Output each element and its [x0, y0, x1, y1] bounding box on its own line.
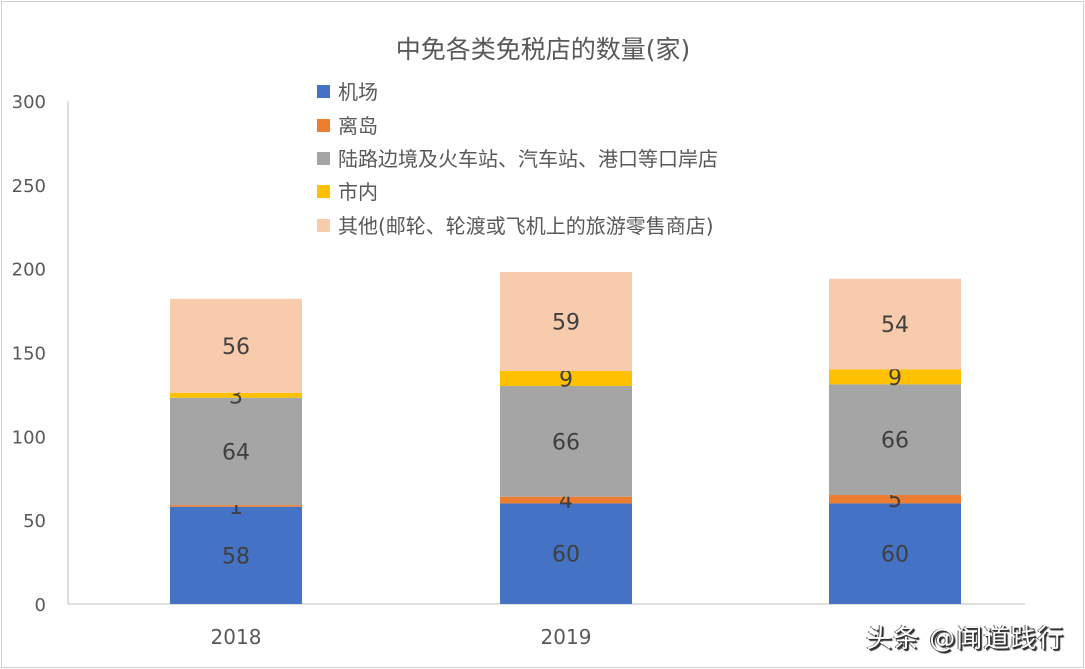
data-label: 66 — [881, 429, 909, 454]
y-tick-label: 100 — [12, 427, 46, 448]
data-label: 54 — [881, 313, 909, 338]
bar-segment — [829, 369, 961, 385]
y-tick-label: 50 — [23, 511, 46, 532]
y-tick-label: 250 — [12, 176, 46, 197]
legend-swatch — [317, 185, 330, 198]
data-label: 58 — [222, 544, 250, 569]
data-label: 64 — [222, 440, 250, 465]
bar-segment — [170, 392, 302, 398]
legend-swatch — [317, 85, 330, 98]
x-tick-label: 2019 — [541, 625, 592, 649]
data-label: 9 — [559, 367, 573, 392]
bar-segment — [829, 495, 961, 504]
bar-segment — [170, 505, 302, 507]
data-label: 66 — [552, 430, 580, 455]
bar-segment — [170, 298, 302, 393]
x-tick-label: 2018 — [211, 625, 262, 649]
legend-swatch — [317, 119, 330, 132]
legend-label: 陆路边境及火车站、汽车站、港口等口岸店 — [338, 147, 718, 171]
bar-segment — [829, 503, 961, 604]
data-label: 56 — [222, 335, 250, 360]
bar-segment — [170, 506, 302, 604]
legend-swatch — [317, 152, 330, 165]
data-label: 59 — [552, 310, 580, 335]
y-tick-label: 200 — [12, 260, 46, 281]
bar-segment — [500, 386, 632, 497]
bar-segment — [500, 370, 632, 387]
y-tick-label: 0 — [35, 595, 46, 616]
legend-label: 其他(邮轮、轮渡或飞机上的旅游零售商店) — [338, 214, 714, 238]
bar-segment — [829, 384, 961, 496]
chart-title: 中免各类免税店的数量(家) — [396, 35, 691, 64]
bar-segment — [500, 496, 632, 504]
data-label: 60 — [881, 543, 909, 568]
bar-segment — [500, 272, 632, 371]
legend-label: 离岛 — [338, 114, 378, 138]
legend-label: 市内 — [338, 180, 378, 204]
bar-segment — [170, 397, 302, 506]
y-tick-label: 150 — [12, 344, 46, 365]
data-label: 60 — [552, 543, 580, 568]
data-label: 9 — [888, 366, 902, 391]
y-tick-label: 300 — [12, 92, 46, 113]
bar-segment — [829, 278, 961, 370]
watermark: 头条 @闻道践行 — [866, 624, 1065, 654]
legend-swatch — [317, 219, 330, 232]
bar-segment — [500, 503, 632, 604]
legend-label: 机场 — [338, 80, 378, 104]
